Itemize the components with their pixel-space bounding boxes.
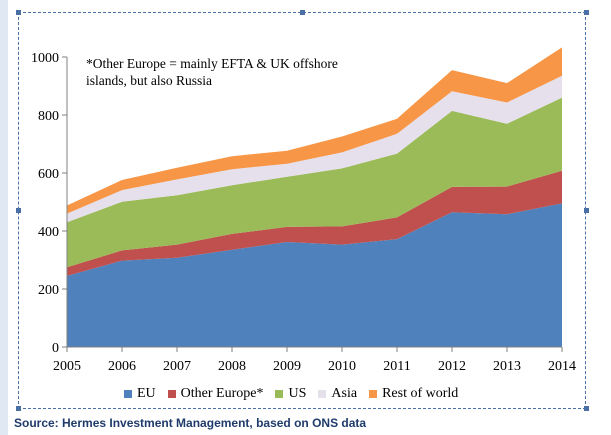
- legend-swatch: [167, 390, 176, 398]
- resize-handle-middle-left[interactable]: [16, 208, 21, 213]
- legend-swatch: [318, 390, 327, 398]
- x-tick-label: 2009: [273, 359, 301, 374]
- y-tick-label: 400: [38, 225, 59, 240]
- x-tick-label: 2012: [438, 359, 466, 374]
- y-tick-label: 0: [52, 341, 59, 356]
- resize-handle-top-left[interactable]: [16, 10, 21, 15]
- legend-swatch: [369, 390, 378, 398]
- legend-item: US: [275, 386, 306, 402]
- chart-annotation: *Other Europe = mainly EFTA & UK offshor…: [86, 56, 338, 88]
- x-tick-label: 2011: [383, 359, 410, 374]
- resize-handle-bottom-left[interactable]: [16, 406, 21, 411]
- legend-label: EU: [137, 386, 156, 401]
- area-series-rest-of-world: [67, 47, 562, 214]
- x-tick-label: 2007: [163, 359, 191, 374]
- y-tick-label: 200: [38, 283, 59, 298]
- x-tick-label: 2005: [53, 359, 81, 374]
- resize-handle-top-right[interactable]: [584, 10, 589, 15]
- legend-swatch: [275, 390, 284, 398]
- x-tick-label: 2006: [108, 359, 136, 374]
- area-series-us: [67, 97, 562, 268]
- area-series-other-europe: [67, 170, 562, 276]
- y-tick-label: 800: [38, 109, 59, 124]
- y-tick-label: 1000: [31, 51, 59, 66]
- legend-label: US: [288, 386, 307, 401]
- legend-label: Asia: [331, 386, 358, 401]
- legend-item: EU: [124, 386, 156, 402]
- legend-label: Other Europe*: [180, 386, 264, 401]
- legend-swatch: [124, 390, 132, 398]
- area-series-asia: [67, 75, 562, 223]
- legend-item: Asia: [318, 386, 357, 402]
- y-tick-label: 600: [38, 167, 59, 182]
- resize-handle-middle-right[interactable]: [584, 208, 589, 213]
- legend-item: Other Europe*: [167, 386, 264, 402]
- x-tick-label: 2014: [548, 359, 576, 374]
- x-tick-label: 2010: [328, 359, 356, 374]
- legend-item: Rest of world: [369, 386, 458, 402]
- resize-handle-bottom-right[interactable]: [584, 406, 589, 411]
- legend-label: Rest of world: [382, 386, 459, 401]
- chart-legend: EU Other Europe* US Asia Rest of world: [124, 386, 458, 402]
- x-tick-label: 2013: [493, 359, 521, 374]
- source-caption: Source: Hermes Investment Management, ba…: [14, 416, 367, 430]
- x-tick-label: 2008: [218, 359, 246, 374]
- area-series-eu: [67, 203, 562, 347]
- left-panel-strip: [0, 0, 8, 435]
- stacked-area-chart: 0 200 400 600 800 1000 2005 2006 2007 2008 2009 201…: [31, 47, 576, 374]
- resize-handle-top-center[interactable]: [300, 10, 305, 15]
